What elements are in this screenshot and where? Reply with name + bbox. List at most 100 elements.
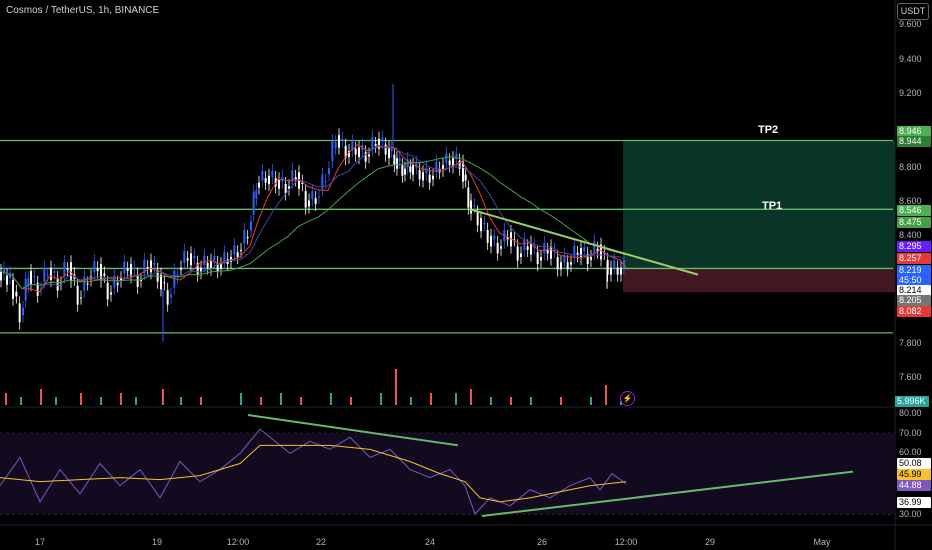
price-badge: 8.295 — [897, 241, 931, 252]
candle-body — [76, 285, 79, 305]
candle-body — [536, 252, 539, 265]
candle-body — [261, 171, 264, 181]
candle-body — [3, 268, 5, 274]
candle-body — [93, 261, 96, 273]
candle-body — [593, 241, 596, 253]
price-tick: 8.800 — [899, 162, 922, 172]
candle-body — [563, 255, 566, 263]
candle-body — [160, 274, 162, 290]
candle-body — [193, 255, 196, 259]
candle-body — [166, 289, 169, 305]
trendline — [469, 208, 699, 276]
volume-bar — [240, 393, 242, 405]
price-badge: 8.205 — [897, 295, 931, 306]
price-badge: 45:50 — [897, 275, 931, 286]
candle-body — [278, 179, 280, 189]
candle-body — [240, 249, 242, 251]
candle-body — [130, 264, 132, 277]
candle-body — [600, 244, 602, 260]
profit-zone — [623, 140, 895, 269]
candle-body — [308, 200, 310, 207]
candle-body — [314, 198, 317, 205]
candle-body — [216, 262, 219, 272]
candle-body — [341, 138, 344, 141]
candle-body — [458, 160, 461, 169]
candle-body — [393, 154, 396, 166]
candle-body — [27, 278, 30, 286]
candle-body — [281, 176, 284, 182]
candle-body — [133, 267, 136, 270]
ema-mid-line — [0, 144, 627, 290]
volume-bar — [280, 393, 282, 405]
x-tick: 26 — [536, 537, 548, 547]
candle-body — [556, 256, 559, 270]
candle-body — [328, 168, 330, 175]
candle-body — [438, 168, 441, 173]
rsi-tick: 30.00 — [899, 509, 922, 519]
candle-body — [523, 239, 526, 250]
candle-body — [324, 181, 327, 183]
candle-body — [80, 297, 82, 299]
candle-body — [213, 255, 216, 262]
rsi-band — [0, 433, 895, 514]
candle-body — [311, 191, 314, 200]
currency-button[interactable]: USDT — [897, 3, 929, 20]
candle-body — [418, 169, 421, 180]
candle-body — [506, 236, 509, 240]
candle-body — [442, 165, 444, 170]
candle-body — [15, 291, 18, 297]
candle-body — [371, 136, 374, 150]
x-tick: 29 — [704, 537, 716, 547]
candle-body — [236, 252, 239, 257]
volume-bar — [20, 397, 22, 405]
candle-body — [146, 266, 149, 268]
volume-bar — [300, 397, 302, 405]
candle-body — [550, 246, 552, 259]
candle-body — [401, 165, 404, 176]
candle-body — [136, 274, 139, 287]
candle-body — [467, 187, 470, 208]
candle-body — [223, 252, 226, 262]
volume-bar — [430, 393, 432, 405]
volume-bar — [530, 397, 532, 405]
candle-body — [203, 255, 206, 266]
candle-body — [388, 147, 390, 159]
candle-body — [432, 175, 434, 180]
candle-body — [351, 141, 354, 150]
price-badge: 8.944 — [897, 136, 931, 147]
candle-body — [274, 178, 277, 187]
candle-body — [255, 189, 258, 199]
candle-body — [590, 256, 592, 260]
candle-body — [616, 267, 619, 275]
candle-body — [46, 274, 49, 276]
candle-body — [560, 262, 562, 270]
candle-body — [186, 258, 189, 261]
lightning-icon[interactable]: ⚡ — [620, 391, 635, 406]
candle-body — [264, 178, 267, 183]
candle-body — [190, 253, 192, 266]
candle-body — [33, 275, 36, 277]
volume-bar — [180, 397, 182, 405]
candle-body — [126, 268, 129, 272]
volume-bar — [40, 389, 42, 405]
price-tick: 9.400 — [899, 54, 922, 64]
candle-body — [170, 294, 172, 298]
candle-body — [153, 262, 156, 266]
candle-body — [580, 248, 582, 259]
volume-bar — [55, 397, 57, 405]
candle-body — [620, 267, 622, 275]
candle-body — [123, 261, 126, 274]
rsi-badge: 45.99 — [897, 469, 931, 480]
candle-body — [143, 259, 146, 274]
candle-body — [378, 138, 380, 149]
candle-body — [354, 148, 357, 155]
candle-body — [120, 278, 122, 281]
price-badge: 8.214 — [897, 285, 931, 296]
candle-body — [530, 242, 532, 255]
volume-bar — [560, 397, 562, 405]
x-tick: 19 — [151, 537, 163, 547]
price-badge: 8.946 — [897, 126, 931, 137]
candle-body — [415, 162, 418, 168]
rsi-badge: 36.99 — [897, 497, 931, 508]
